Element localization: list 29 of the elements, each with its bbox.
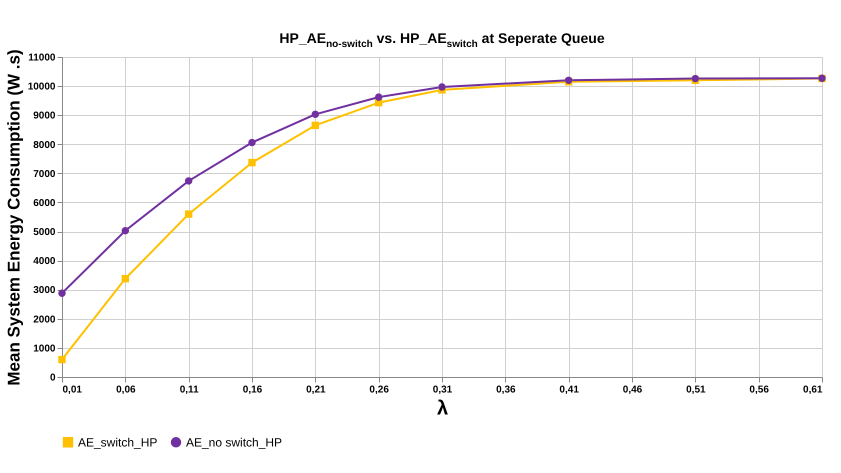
y-tick-label: 1000: [33, 343, 56, 354]
x-tick-label: 0,51: [686, 384, 706, 396]
y-tick-label: 3000: [33, 285, 56, 296]
y-tick-label: 11000: [28, 52, 56, 64]
x-tick-label: 0,11: [180, 384, 200, 396]
x-tick-label: 0,41: [559, 384, 580, 396]
x-tick-label: 0,31: [432, 384, 453, 396]
y-tick-label: 2000: [33, 314, 56, 326]
y-tick-label: 6000: [33, 198, 56, 209]
x-tick-label: 0,01: [62, 384, 82, 396]
y-tick-label: 10000: [28, 82, 56, 93]
x-axis-title: λ: [436, 398, 448, 420]
y-tick-label: 5000: [33, 227, 56, 238]
x-tick-label: 0,26: [369, 384, 390, 396]
y-axis-title: Mean System Energy Consumption (W .s): [4, 49, 24, 386]
legend-label: AE_switch_HP: [78, 435, 158, 450]
y-tick-label: 7000: [33, 168, 56, 180]
x-tick-label: 0,36: [496, 384, 516, 396]
legend-label: AE_no switch_HP: [186, 435, 282, 450]
y-tick-label: 8000: [33, 140, 56, 151]
y-tick-label: 0: [50, 372, 56, 384]
x-tick-label: 0,46: [622, 384, 643, 396]
x-tick-label: 0,61: [803, 384, 823, 396]
x-tick-label: 0,06: [116, 384, 136, 396]
x-tick-label: 0,16: [242, 384, 263, 396]
y-tick-label: 4000: [33, 256, 56, 268]
y-tick-label: 9000: [33, 110, 56, 122]
x-tick-label: 0,21: [306, 384, 326, 396]
x-tick-label: 0,56: [749, 384, 770, 396]
